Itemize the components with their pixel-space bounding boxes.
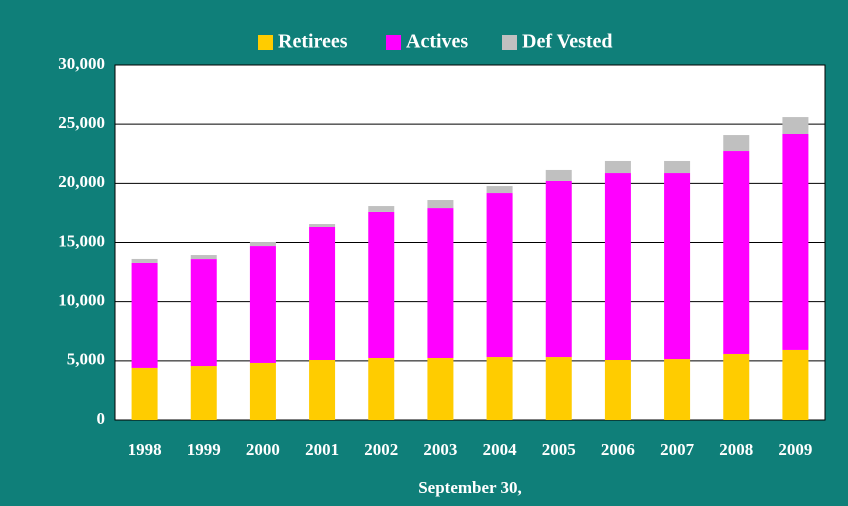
bar-segment xyxy=(545,169,572,181)
bar-segment xyxy=(427,208,454,358)
x-tick-label: 2002 xyxy=(364,440,398,459)
y-tick-label: 5,000 xyxy=(67,350,105,369)
y-tick-label: 30,000 xyxy=(58,54,105,73)
x-axis-title: September 30, xyxy=(418,478,522,497)
y-tick-label: 10,000 xyxy=(58,291,105,310)
bar-segment xyxy=(368,211,395,358)
bar-segment xyxy=(368,206,395,212)
x-tick-label: 2000 xyxy=(246,440,280,459)
legend-label: Retirees xyxy=(278,31,348,53)
bar-segment xyxy=(545,357,572,420)
bar-segment xyxy=(723,353,750,420)
bar-segment xyxy=(190,366,217,420)
bar-segment xyxy=(249,242,276,247)
legend-label: Def Vested xyxy=(522,31,613,53)
bar-segment xyxy=(723,135,750,152)
x-tick-label: 2003 xyxy=(423,440,457,459)
x-tick-label: 2009 xyxy=(778,440,812,459)
bar-segment xyxy=(427,200,454,209)
x-tick-label: 2004 xyxy=(483,440,518,459)
bar-segment xyxy=(190,259,217,367)
x-tick-label: 1998 xyxy=(128,440,162,459)
legend-label: Actives xyxy=(406,31,468,53)
bar-segment xyxy=(782,117,809,134)
bar-segment xyxy=(545,180,572,358)
bar-segment xyxy=(368,357,395,420)
bar-segment xyxy=(664,359,691,420)
bar-segment xyxy=(131,258,158,263)
y-tick-label: 20,000 xyxy=(58,172,105,191)
bar-segment xyxy=(249,246,276,363)
bar-segment xyxy=(131,367,158,420)
legend-swatch xyxy=(258,35,273,50)
x-tick-label: 2007 xyxy=(660,440,695,459)
x-tick-label: 2006 xyxy=(601,440,635,459)
bar-segment xyxy=(664,173,691,360)
bar-segment xyxy=(486,186,513,194)
x-tick-label: 1999 xyxy=(187,440,221,459)
bar-segment xyxy=(782,349,809,420)
bar-segment xyxy=(486,357,513,420)
x-tick-label: 2008 xyxy=(719,440,753,459)
bar-segment xyxy=(309,360,336,420)
bar-segment xyxy=(131,262,158,368)
bar-segment xyxy=(664,160,691,174)
bar-segment xyxy=(249,362,276,420)
bar-segment xyxy=(309,226,336,361)
y-tick-label: 0 xyxy=(97,409,106,428)
bar-segment xyxy=(723,151,750,354)
bar-segment xyxy=(486,193,513,358)
y-tick-label: 15,000 xyxy=(58,231,105,250)
bar-segment xyxy=(604,360,631,420)
legend-swatch xyxy=(386,35,401,50)
bar-segment xyxy=(427,357,454,420)
bar-segment xyxy=(604,160,631,174)
bar-segment xyxy=(190,255,217,260)
x-tick-label: 2001 xyxy=(305,440,339,459)
y-tick-label: 25,000 xyxy=(58,113,105,132)
bar-segment xyxy=(782,133,809,350)
bar-segment xyxy=(309,224,336,227)
bar-segment xyxy=(604,173,631,361)
x-tick-label: 2005 xyxy=(542,440,576,459)
legend-swatch xyxy=(502,35,517,50)
